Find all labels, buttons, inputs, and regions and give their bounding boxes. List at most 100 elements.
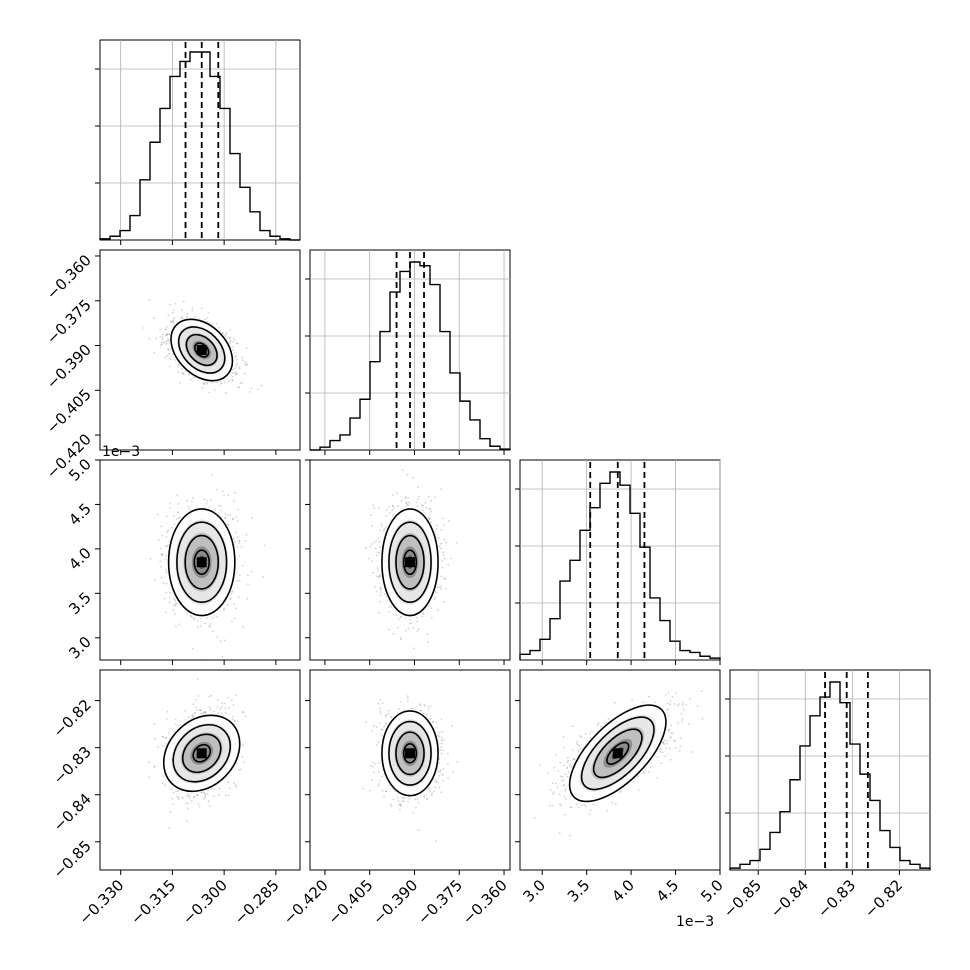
sample-point: [186, 802, 189, 805]
sample-point: [232, 517, 234, 520]
sample-point: [409, 619, 412, 622]
sample-point: [233, 541, 236, 544]
sample-point: [231, 379, 234, 382]
sample-point: [168, 365, 171, 368]
sample-point: [422, 509, 424, 512]
sample-point: [237, 519, 239, 522]
sample-point: [237, 720, 240, 723]
sample-point: [232, 715, 235, 718]
sample-point: [216, 636, 219, 639]
sample-point: [234, 491, 237, 494]
sample-point: [178, 623, 181, 626]
sample-point: [223, 639, 226, 642]
sample-point: [229, 598, 232, 600]
sample-point: [438, 537, 440, 539]
sample-point: [245, 347, 248, 350]
sample-point: [217, 793, 220, 796]
sample-point: [369, 545, 372, 548]
sample-point: [169, 507, 172, 509]
sample-point: [160, 553, 163, 555]
sample-point: [443, 524, 446, 527]
sample-point: [159, 336, 162, 338]
sample-point: [229, 598, 232, 600]
sample-point: [165, 334, 168, 336]
sample-point: [223, 607, 226, 610]
sample-point: [168, 333, 171, 336]
sample-point: [238, 386, 240, 389]
sample-point: [388, 606, 390, 608]
sample-point: [169, 303, 171, 306]
sample-point: [188, 505, 190, 508]
sample-point: [416, 486, 419, 489]
sample-point: [400, 636, 402, 639]
sample-point: [165, 326, 168, 328]
sample-point: [238, 367, 241, 370]
sample-point: [375, 540, 378, 543]
sample-point: [153, 723, 156, 726]
sample-point: [153, 766, 155, 768]
sample-point: [165, 591, 168, 594]
sample-point: [404, 630, 407, 632]
sample-point: [436, 609, 439, 611]
sample-point: [191, 309, 194, 312]
sample-point: [388, 506, 390, 508]
sample-point: [448, 519, 450, 522]
hist-panel-0: [99, 39, 301, 241]
panel-frame: [99, 249, 301, 451]
sample-point: [214, 389, 216, 391]
sample-point: [224, 512, 227, 515]
sample-point: [241, 744, 244, 747]
sample-point: [225, 332, 228, 335]
sample-point: [193, 712, 196, 715]
panel-frame: [99, 459, 301, 661]
sample-point: [182, 300, 185, 303]
sample-point: [380, 587, 382, 590]
sample-point: [176, 518, 178, 520]
contour-line: [395, 534, 425, 590]
sample-point: [166, 531, 168, 534]
sample-point: [194, 315, 197, 318]
sample-point: [181, 796, 184, 798]
sample-point: [374, 547, 377, 550]
sample-point: [424, 501, 427, 504]
sample-point: [418, 495, 420, 498]
sample-point: [379, 575, 382, 578]
sample-point: [153, 351, 156, 354]
sample-point: [231, 345, 234, 348]
sample-point: [447, 563, 450, 566]
sample-point: [219, 640, 222, 643]
sample-point: [233, 720, 236, 722]
sample-point: [195, 706, 197, 708]
sample-point: [455, 541, 458, 544]
sample-point: [165, 571, 168, 574]
sample-point: [174, 600, 177, 602]
sample-point: [422, 613, 424, 615]
sample-point: [399, 616, 402, 619]
sample-point: [178, 517, 180, 519]
sample-point: [410, 622, 413, 625]
sample-point: [412, 476, 414, 479]
sample-point: [235, 516, 238, 518]
sample-point: [187, 374, 190, 376]
sample-point: [206, 382, 209, 385]
sample-point: [166, 339, 169, 342]
sample-point: [440, 488, 443, 490]
sample-point: [166, 515, 168, 518]
sample-point: [168, 596, 171, 599]
sample-point: [242, 625, 244, 628]
sample-point: [169, 357, 172, 360]
sample-point: [162, 333, 164, 336]
sample-point: [161, 735, 164, 738]
sample-point: [215, 322, 218, 325]
sample-point: [160, 343, 163, 346]
sample-point: [426, 641, 429, 644]
sample-point: [224, 517, 227, 519]
sample-point: [378, 541, 381, 543]
sample-point: [159, 328, 162, 331]
contour-line: [176, 521, 228, 604]
sample-point: [241, 382, 244, 385]
sample-point: [163, 341, 165, 344]
histogram-2: [519, 471, 721, 660]
sample-point: [220, 382, 223, 384]
sample-point: [404, 495, 407, 498]
